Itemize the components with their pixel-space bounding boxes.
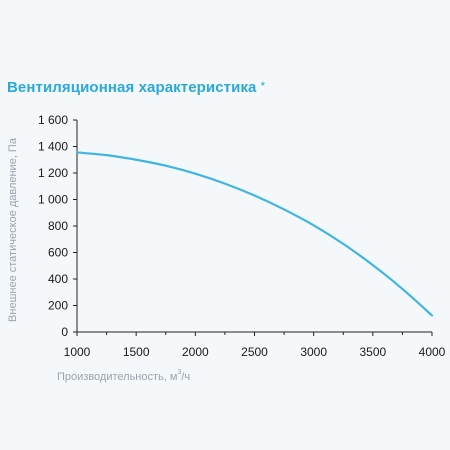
y-tick-label: 800: [48, 219, 68, 233]
y-tick-label: 1 200: [38, 166, 68, 180]
x-axis-label-superscript: 3: [177, 369, 182, 376]
series-line: [75, 151, 434, 317]
x-axis-label-suffix: /ч: [181, 371, 191, 383]
x-axis-label: Производительность, м3/ч: [57, 369, 191, 383]
x-tick-group: 1000 1500 2000 2500 3000 3500 4000: [64, 332, 446, 359]
x-tick-label: 1000: [64, 345, 91, 359]
y-tick-group: 0 200 400 600 800 1 000 1 200 1 400 1 600: [38, 113, 77, 339]
x-tick-label: 3500: [359, 345, 386, 359]
y-tick-label: 200: [48, 299, 68, 313]
chart-title-text: Вентиляционная характеристика: [7, 79, 257, 96]
x-tick-label: 4000: [419, 345, 446, 359]
y-tick-label: 1 600: [38, 113, 68, 127]
chart-title-asterisk: *: [260, 79, 266, 93]
chart-title: Вентиляционная характеристика *: [7, 79, 265, 96]
series-group: [75, 151, 434, 317]
chart-axes: [76, 120, 432, 333]
y-tick-label: 1 400: [38, 140, 68, 154]
x-axis-label-prefix: Производительность, м: [57, 371, 178, 383]
y-tick-label: 600: [48, 246, 68, 260]
x-tick-label: 1500: [123, 345, 150, 359]
y-tick-label: 1 000: [38, 193, 68, 207]
y-tick-label: 0: [61, 325, 68, 339]
x-tick-label: 2000: [182, 345, 209, 359]
x-tick-label: 2500: [241, 345, 268, 359]
y-tick-label: 400: [48, 272, 68, 286]
x-tick-label: 3000: [300, 345, 327, 359]
